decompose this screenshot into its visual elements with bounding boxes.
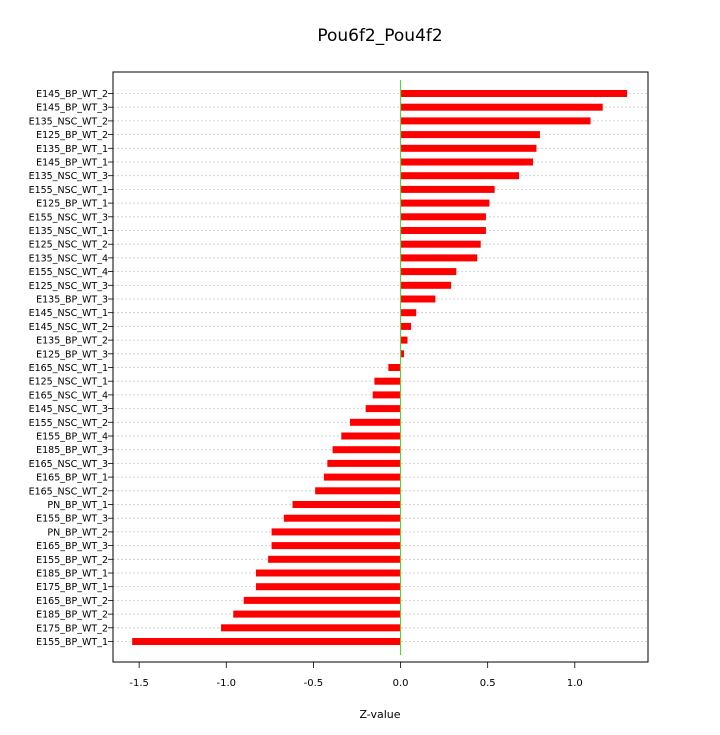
category-label: E155_BP_WT_1: [36, 637, 108, 648]
x-tick-label: 1.0: [567, 678, 583, 689]
category-label: E165_BP_WT_2: [36, 596, 108, 607]
bar: [400, 295, 436, 303]
bar: [400, 172, 520, 180]
bar: [327, 459, 401, 467]
category-label: E145_NSC_WT_3: [29, 404, 108, 415]
category-label: E125_NSC_WT_2: [29, 240, 108, 251]
bar: [400, 309, 417, 317]
bar: [400, 199, 490, 207]
bar: [243, 596, 401, 604]
x-axis-label: Z-value: [359, 708, 400, 721]
category-label: E135_NSC_WT_1: [29, 226, 108, 237]
category-label: E145_BP_WT_3: [36, 103, 108, 114]
category-label: E155_NSC_WT_3: [29, 212, 108, 223]
category-label: E185_BP_WT_3: [36, 445, 108, 456]
category-label: E125_BP_WT_2: [36, 130, 108, 141]
category-label: E145_BP_WT_2: [36, 89, 108, 100]
category-label: E185_BP_WT_2: [36, 610, 108, 621]
bar: [400, 240, 481, 248]
category-label: E135_BP_WT_3: [36, 295, 108, 306]
bar: [221, 624, 401, 632]
category-label: E135_NSC_WT_3: [29, 171, 108, 182]
category-label: E175_BP_WT_2: [36, 623, 108, 634]
category-label: E135_BP_WT_1: [36, 144, 108, 155]
bar: [400, 336, 408, 344]
category-label: E165_NSC_WT_4: [29, 390, 108, 401]
bar: [400, 213, 486, 221]
category-label: E185_BP_WT_1: [36, 569, 108, 580]
category-label: E175_BP_WT_1: [36, 582, 108, 593]
bar: [400, 268, 457, 276]
category-label: E125_NSC_WT_1: [29, 377, 108, 388]
bar: [323, 473, 401, 481]
category-label: E155_NSC_WT_1: [29, 185, 108, 196]
bar: [332, 446, 401, 454]
bar: [400, 103, 603, 111]
category-label: E145_BP_WT_1: [36, 158, 108, 169]
category-label: E155_NSC_WT_4: [29, 267, 108, 278]
bar: [400, 158, 533, 166]
category-label: PN_BP_WT_1: [47, 500, 108, 511]
bar: [292, 501, 401, 508]
bar: [400, 144, 537, 152]
bar: [400, 254, 478, 262]
category-label: E135_NSC_WT_2: [29, 116, 108, 127]
bar: [372, 391, 401, 399]
bar: [400, 185, 495, 193]
category-label: E145_NSC_WT_1: [29, 308, 108, 319]
x-tick-label: -0.5: [304, 678, 324, 689]
bar: [341, 432, 401, 440]
category-label: E125_NSC_WT_3: [29, 281, 108, 292]
x-tick-label: -1.5: [129, 678, 149, 689]
bar: [400, 350, 405, 358]
bar: [255, 583, 401, 591]
bar: [400, 90, 628, 97]
bar: [374, 377, 401, 385]
bar: [315, 487, 401, 495]
bar: [233, 610, 401, 618]
bar: [400, 322, 411, 330]
bar: [268, 555, 401, 563]
category-label: PN_BP_WT_2: [47, 527, 108, 538]
category-label: E135_BP_WT_2: [36, 336, 108, 347]
category-label: E155_NSC_WT_2: [29, 418, 108, 429]
bar: [400, 117, 591, 125]
bar: [255, 569, 401, 577]
category-labels: E145_BP_WT_2 E145_BP_WT_3 E135_NSC_WT_2 E12…: [29, 89, 113, 648]
category-label: E155_BP_WT_2: [36, 555, 108, 566]
bars: [132, 90, 628, 645]
bar: [132, 638, 401, 645]
x-tick-label: 0.5: [480, 678, 496, 689]
x-axis: -1.5 -1.0 -0.5 0.0 0.5 1.0: [129, 662, 583, 689]
bar: [365, 405, 401, 413]
bar: [400, 131, 540, 139]
x-tick-label: 0.0: [393, 678, 409, 689]
category-label: E165_NSC_WT_2: [29, 486, 108, 497]
category-label: E125_BP_WT_3: [36, 349, 108, 360]
category-label: E155_BP_WT_4: [36, 432, 108, 443]
bar: [271, 542, 401, 550]
bar: [388, 364, 401, 371]
bar: [400, 281, 452, 289]
bar: [350, 418, 401, 426]
category-label: E155_BP_WT_3: [36, 514, 108, 525]
category-label: E165_BP_WT_3: [36, 541, 108, 552]
category-label: E165_NSC_WT_1: [29, 363, 108, 374]
category-label: E135_NSC_WT_4: [29, 253, 108, 264]
bar: [283, 514, 401, 522]
x-tick-label: -1.0: [217, 678, 237, 689]
plot-frame: [112, 71, 649, 663]
bar: [271, 528, 401, 536]
category-label: E125_BP_WT_1: [36, 199, 108, 210]
category-label: E145_NSC_WT_2: [29, 322, 108, 333]
category-label: E165_BP_WT_1: [36, 473, 108, 484]
grid-lines: [113, 93, 648, 642]
chart-title: Pou6f2_Pou4f2: [317, 26, 442, 46]
category-label: E165_NSC_WT_3: [29, 459, 108, 470]
bar: [400, 227, 486, 234]
